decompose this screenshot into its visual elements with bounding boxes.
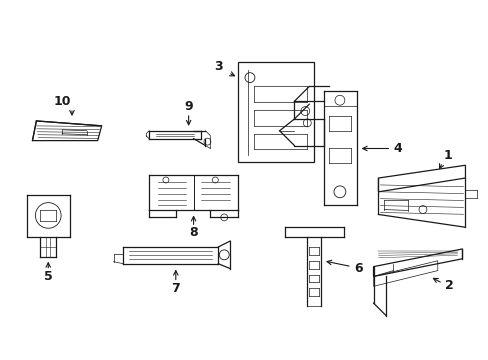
Text: 4: 4 bbox=[393, 142, 402, 155]
Text: 8: 8 bbox=[189, 226, 198, 239]
Text: 3: 3 bbox=[214, 60, 222, 73]
Text: 1: 1 bbox=[443, 149, 451, 162]
Text: 6: 6 bbox=[354, 262, 362, 275]
Text: 7: 7 bbox=[171, 282, 180, 295]
Text: 10: 10 bbox=[53, 95, 71, 108]
Text: 9: 9 bbox=[184, 100, 193, 113]
Text: 5: 5 bbox=[44, 270, 53, 283]
Text: 2: 2 bbox=[445, 279, 453, 292]
